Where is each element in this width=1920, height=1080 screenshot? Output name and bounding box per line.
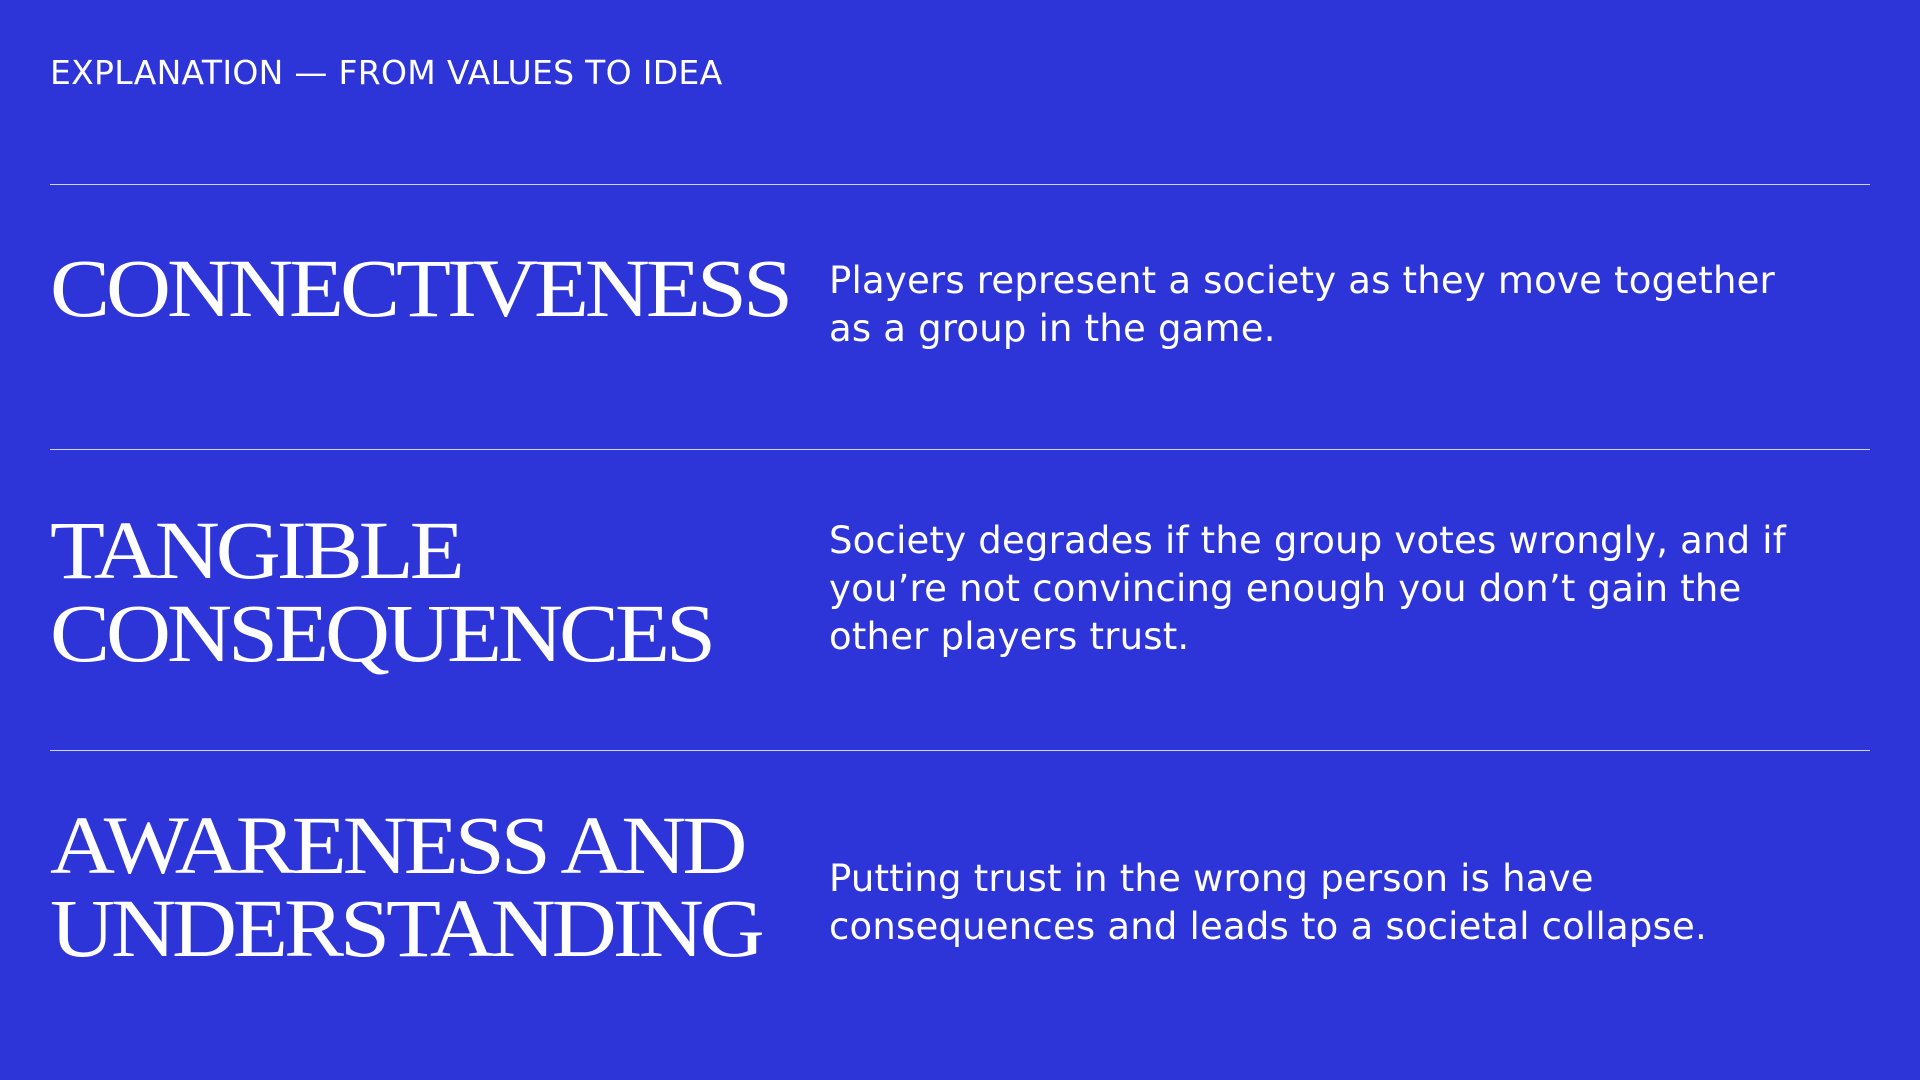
value-title-line: UNDERSTANDING <box>50 883 765 975</box>
value-title-line: CONSEQUENCES <box>50 588 716 680</box>
value-title-tangible-consequences: TANGIBLE CONSEQUENCES <box>50 510 716 680</box>
value-title-line: CONNECTIVENESS <box>50 243 793 335</box>
row-divider <box>50 184 1870 185</box>
value-title-line: TANGIBLE <box>50 505 465 597</box>
row-divider <box>50 750 1870 751</box>
value-description-awareness-and-understanding: Putting trust in the wrong person is hav… <box>829 857 1707 948</box>
value-description-connectiveness: Players represent a society as they move… <box>829 259 1775 350</box>
value-title-line: AWARENESS AND <box>50 800 747 892</box>
value-title-connectiveness: CONNECTIVENESS <box>50 248 793 331</box>
section-eyebrow: EXPLANATION — FROM VALUES TO IDEA <box>50 53 723 92</box>
row-divider <box>50 449 1870 450</box>
value-description-tangible-consequences: Society degrades if the group votes wron… <box>829 519 1787 658</box>
value-title-awareness-and-understanding: AWARENESS AND UNDERSTANDING <box>50 805 765 975</box>
